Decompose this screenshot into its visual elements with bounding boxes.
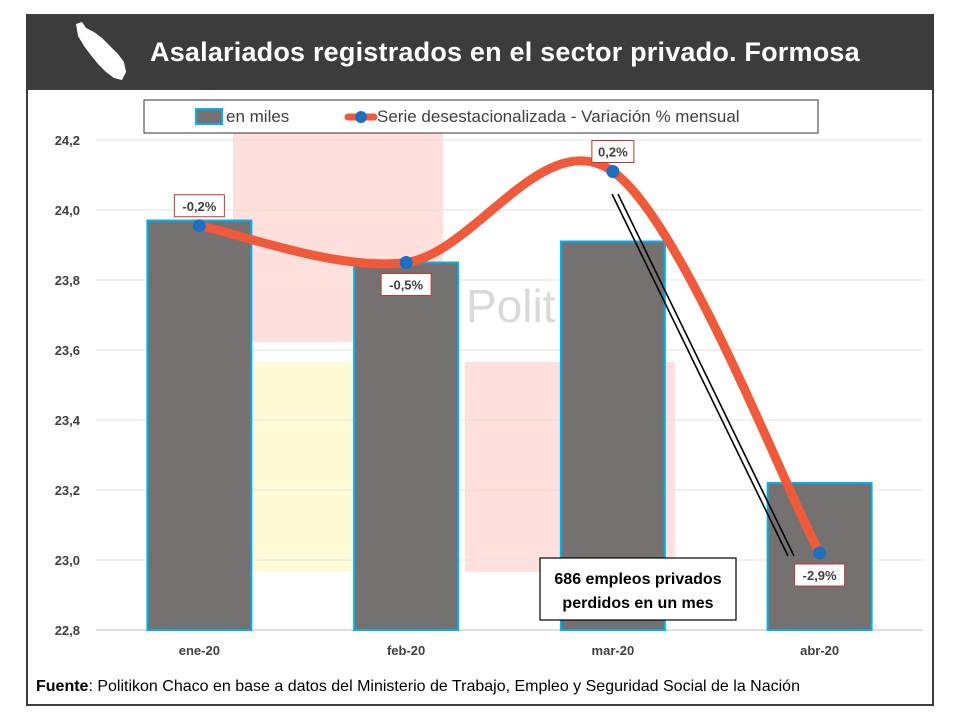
annotation-box: 686 empleos privados perdidos en un mes	[539, 557, 737, 621]
annotation-line1: 686 empleos privados	[554, 571, 721, 588]
header-bar: Asalariados registrados en el sector pri…	[26, 14, 934, 90]
data-label-box	[591, 140, 635, 163]
data-label-box	[380, 273, 432, 296]
chart-body: Polit en miles Serie desestacionalizada …	[26, 90, 934, 706]
x-axis: ene-20 feb-20 mar-20 abr-20	[179, 643, 839, 658]
y-tick-label: 24,2	[55, 133, 80, 148]
legend-bar-label: en miles	[226, 107, 289, 126]
data-label-box	[794, 563, 846, 587]
x-tick-label: ene-20	[179, 643, 220, 658]
data-label: 0,2%	[598, 145, 628, 160]
data-label: -0,5%	[389, 278, 423, 293]
x-tick-label: abr-20	[800, 643, 839, 658]
chart-title: Asalariados registrados en el sector pri…	[150, 37, 860, 67]
bars	[146, 219, 873, 631]
y-tick-label: 23,4	[55, 413, 81, 428]
legend: en miles Serie desestacionalizada - Vari…	[143, 99, 819, 134]
data-label: -2,9%	[803, 568, 837, 583]
series-line	[192, 156, 827, 560]
formosa-map-icon	[76, 22, 126, 80]
y-tick-label: 23,8	[55, 273, 80, 288]
chart-svg: Polit en miles Serie desestacionalizada …	[55, 99, 923, 658]
source-note: Fuente: Politikon Chaco en base a datos …	[36, 678, 800, 696]
y-tick-label: 24,0	[55, 203, 80, 218]
legend-box	[143, 99, 819, 134]
annotation-arrow	[611, 193, 795, 557]
y-tick-label: 23,6	[55, 343, 80, 358]
source-label: Fuente	[36, 678, 89, 695]
y-tick-label: 23,2	[55, 483, 80, 498]
annotation-line2: perdidos en un mes	[562, 595, 713, 612]
bar-ene-20	[146, 219, 253, 631]
data-labels: -0,2% -0,5% 0,2% -2,9%	[173, 140, 846, 587]
line-marker-mar-20	[606, 165, 620, 178]
watermark-block-yellow	[233, 362, 353, 572]
bar-feb-20	[353, 261, 460, 631]
y-tick-label: 22,8	[55, 623, 80, 638]
y-axis: 22,8 23,0 23,2 23,4 23,6 23,8 24,0 24,2	[55, 133, 81, 638]
line-marker-feb-20	[399, 256, 413, 269]
x-tick-label: feb-20	[387, 643, 425, 658]
y-tick-label: 23,0	[55, 553, 80, 568]
data-label: -0,2%	[182, 199, 216, 214]
line-marker-ene-20	[192, 219, 206, 233]
data-label-box	[173, 194, 225, 218]
series-line-path	[194, 156, 825, 558]
x-tick-label: mar-20	[592, 643, 635, 658]
watermark-text: Polit	[466, 280, 556, 332]
legend-line-label: Serie desestacionalizada - Variación % m…	[377, 107, 740, 126]
chart-frame: Asalariados registrados en el sector pri…	[26, 14, 934, 706]
source-text: : Politikon Chaco en base a datos del Mi…	[88, 678, 800, 695]
legend-line-marker	[355, 111, 367, 123]
legend-bar-swatch	[195, 108, 223, 125]
line-marker-abr-20	[813, 546, 827, 560]
